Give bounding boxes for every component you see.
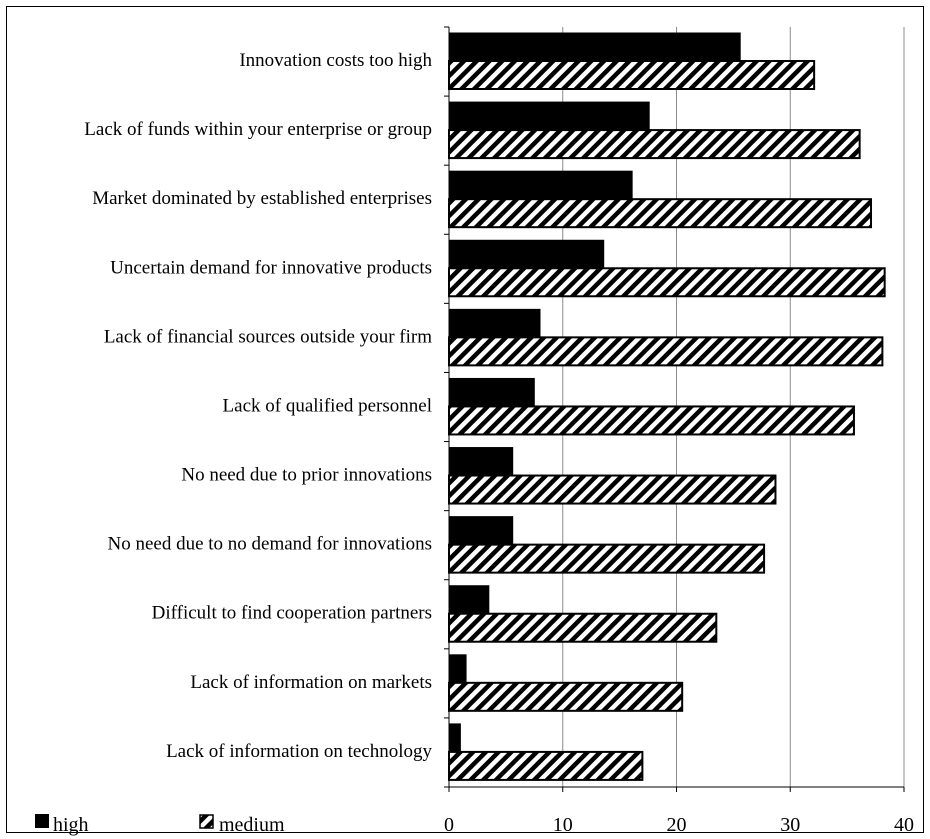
bar-medium-11: [448, 750, 644, 781]
category-label-1: Innovation costs too high: [239, 50, 432, 71]
bar-medium-4: [448, 267, 886, 298]
category-label-5: Lack of financial sources outside your f…: [104, 326, 432, 347]
bar-high-4: [448, 239, 605, 269]
bar-high-2: [448, 101, 650, 131]
legend-label-medium: medium: [219, 814, 285, 836]
bar-high-3: [448, 170, 633, 200]
category-label-7: No need due to prior innovations: [181, 465, 432, 486]
category-label-3: Market dominated by established enterpri…: [92, 188, 432, 209]
bar-medium-5: [448, 336, 884, 367]
bar-medium-1: [448, 60, 816, 90]
category-label-2: Lack of funds within your enterprise or …: [84, 119, 432, 140]
bar-high-9: [448, 585, 490, 615]
bar-high-10: [448, 654, 467, 684]
bar-medium-10: [448, 681, 684, 712]
bar-medium-8: [448, 543, 766, 574]
category-label-9: Difficult to find cooperation partners: [152, 603, 432, 624]
category-label-11: Lack of information on technology: [166, 741, 432, 762]
bar-medium-9: [448, 612, 718, 643]
bar-medium-3: [448, 198, 873, 229]
bar-high-5: [448, 308, 541, 338]
category-label-6: Lack of qualified personnel: [223, 395, 432, 416]
x-tick-label-30: 30: [780, 814, 800, 836]
legend-swatch-high: [35, 814, 49, 828]
category-label-8: No need due to no demand for innovations: [107, 534, 432, 555]
bar-high-1: [448, 32, 741, 62]
bar-medium-2: [448, 129, 861, 160]
legend-label-high: high: [53, 814, 89, 836]
bar-medium-6: [448, 405, 855, 436]
x-tick-label-10: 10: [553, 814, 573, 836]
x-tick-label-20: 20: [667, 814, 687, 836]
x-tick-label-40: 40: [894, 814, 914, 836]
bar-medium-7: [448, 474, 777, 505]
category-label-4: Uncertain demand for innovative products: [110, 257, 432, 278]
bar-high-6: [448, 377, 535, 407]
category-label-10: Lack of information on markets: [190, 672, 432, 693]
legend-swatch-medium: [199, 814, 214, 829]
bar-high-8: [448, 516, 514, 546]
x-tick-label-0: 0: [444, 814, 454, 836]
bar-high-7: [448, 447, 514, 477]
bar-high-11: [448, 723, 461, 753]
